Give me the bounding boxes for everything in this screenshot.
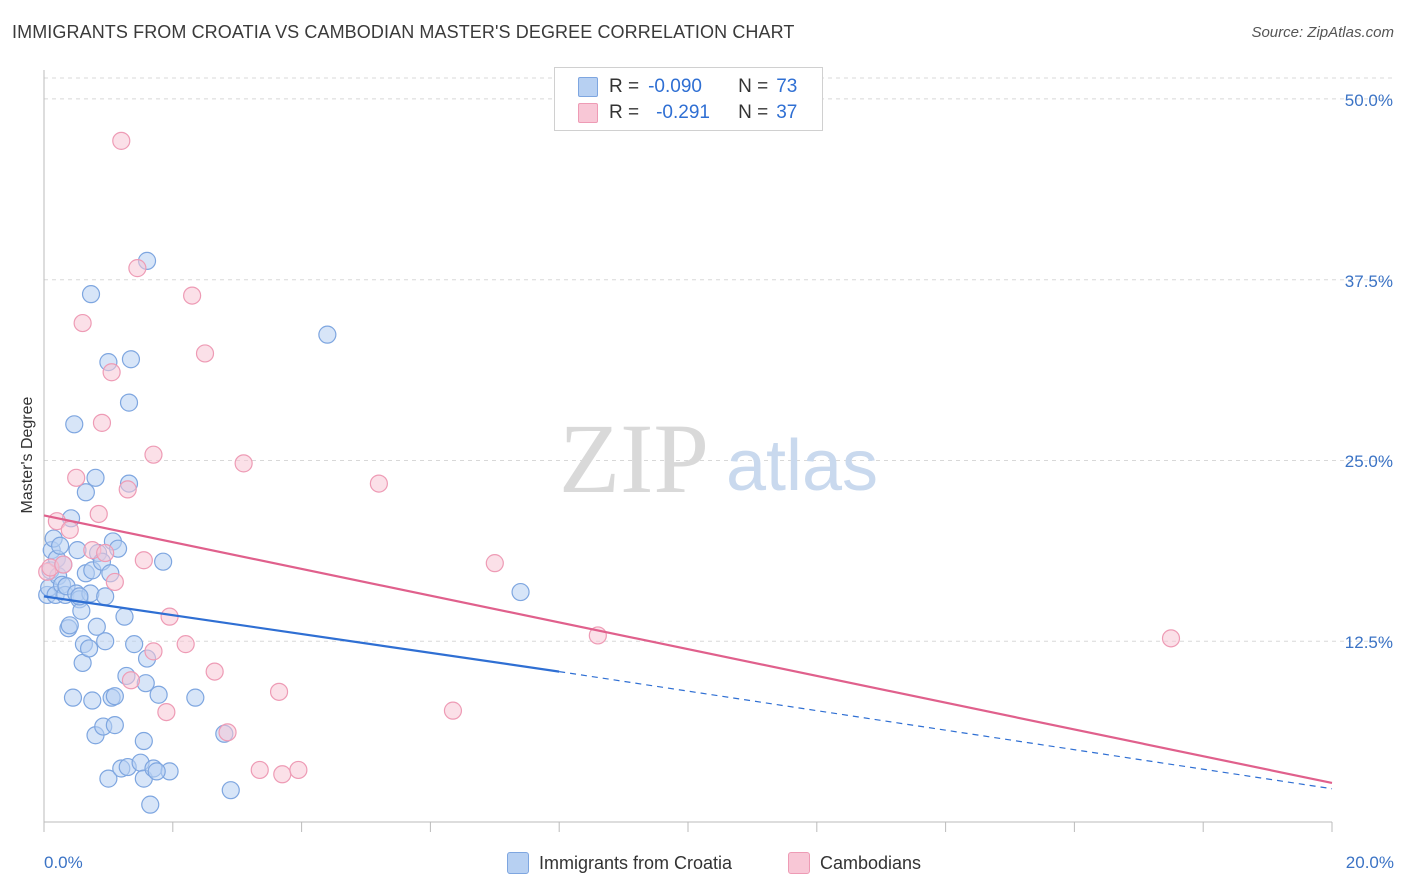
point-cambodian (250, 760, 269, 780)
point-cambodian (176, 635, 195, 654)
point-croatia (81, 285, 101, 304)
point-cambodian (205, 662, 224, 681)
point-croatia (63, 688, 83, 707)
point-croatia (65, 415, 84, 434)
y-tick-label: 50.0% (1344, 90, 1393, 110)
legend-n-label-blue: N = (738, 76, 769, 97)
legend-n-label-pink: N = (738, 102, 769, 123)
point-croatia (147, 762, 166, 781)
point-croatia (134, 731, 153, 751)
legend-swatch-pink (578, 103, 598, 123)
legend-r-value-pink: -0.291 (656, 102, 710, 123)
series-cambodians (38, 131, 1181, 784)
point-cambodian (105, 572, 124, 592)
y-tick-label: 37.5% (1344, 271, 1393, 291)
point-cambodian (144, 445, 163, 464)
watermark: ZIP atlas (559, 403, 878, 514)
point-cambodian (485, 554, 504, 573)
watermark-atlas: atlas (726, 426, 878, 506)
legend-r-label-blue: R = (609, 76, 640, 97)
bottom-legend-swatch-pink (788, 852, 810, 874)
point-cambodian (102, 363, 121, 382)
legend-r-label-pink: R = (609, 102, 640, 123)
point-cambodian (289, 760, 308, 780)
legend-row-pink: R = -0.291 N = 37 (555, 100, 797, 126)
x-tick-label: 20.0% (1345, 853, 1394, 872)
point-croatia (87, 617, 106, 636)
point-croatia (154, 552, 173, 571)
point-cambodian (1161, 629, 1181, 648)
point-croatia (83, 691, 102, 710)
point-cambodian (67, 468, 86, 487)
point-cambodian (218, 723, 237, 742)
point-cambodian (128, 259, 147, 278)
point-croatia (125, 635, 144, 654)
trend-line-croatia (43, 595, 560, 673)
legend-row-blue: R = -0.090 N = 73 (555, 74, 797, 100)
point-cambodian (183, 286, 202, 305)
bottom-legend-pink: Cambodians (788, 852, 921, 874)
point-cambodian (234, 454, 253, 473)
series-immigrants-from-croatia (38, 251, 530, 814)
point-croatia (121, 350, 141, 369)
axes (43, 70, 1333, 832)
point-croatia (96, 632, 115, 651)
point-croatia (318, 325, 337, 344)
trend-line-cambodians (43, 514, 1333, 785)
point-croatia (115, 607, 134, 626)
y-tick-label: 25.0% (1344, 452, 1393, 472)
point-cambodian (273, 765, 292, 784)
bottom-legend-blue: Immigrants from Croatia (507, 852, 732, 874)
point-cambodian (369, 474, 388, 493)
correlation-legend: R = -0.090 N = 73 R = -0.291 N = 37 (554, 67, 823, 131)
trend-line-croatia-extrapolated (559, 671, 1333, 790)
point-cambodian (92, 413, 112, 432)
point-croatia (221, 781, 240, 800)
point-croatia (50, 536, 70, 555)
point-cambodian (112, 131, 131, 150)
point-croatia (86, 468, 105, 487)
point-cambodian (89, 504, 108, 524)
point-croatia (149, 685, 168, 704)
bottom-legend-swatch-blue (507, 852, 529, 874)
point-croatia (96, 587, 115, 606)
watermark-zip: ZIP (559, 403, 709, 514)
point-cambodian (118, 480, 137, 499)
point-cambodian (134, 551, 153, 570)
point-croatia (105, 716, 124, 735)
point-cambodian (73, 313, 92, 333)
point-croatia (141, 795, 160, 814)
legend-n-value-pink: 37 (776, 102, 798, 123)
y-tick-label: 12.5% (1344, 633, 1393, 653)
point-croatia (79, 639, 99, 658)
legend-r-value-blue: -0.090 (648, 76, 702, 97)
x-tick-label: 0.0% (44, 853, 83, 872)
point-cambodian (96, 543, 115, 563)
bottom-legend-label-blue: Immigrants from Croatia (539, 852, 733, 873)
point-cambodian (54, 555, 73, 574)
point-croatia (511, 582, 530, 602)
legend-n-value-blue: 73 (776, 76, 798, 97)
point-croatia (105, 687, 124, 706)
point-cambodian (121, 671, 141, 690)
point-cambodian (443, 701, 463, 720)
trend-lines (43, 514, 1333, 790)
point-croatia (60, 616, 79, 635)
chart-title: IMMIGRANTS FROM CROATIA VS CAMBODIAN MAS… (12, 22, 795, 42)
point-cambodian (157, 702, 176, 722)
point-cambodian (144, 642, 163, 661)
point-cambodian (60, 520, 79, 539)
point-croatia (186, 688, 205, 707)
legend-swatch-blue (578, 77, 598, 97)
point-croatia (76, 483, 95, 502)
point-cambodian (195, 344, 215, 363)
bottom-legend-label-pink: Cambodians (820, 852, 922, 873)
point-cambodian (269, 682, 289, 701)
point-croatia (99, 769, 118, 788)
point-croatia (119, 393, 139, 412)
source-label: Source: ZipAtlas.com (1251, 24, 1394, 41)
